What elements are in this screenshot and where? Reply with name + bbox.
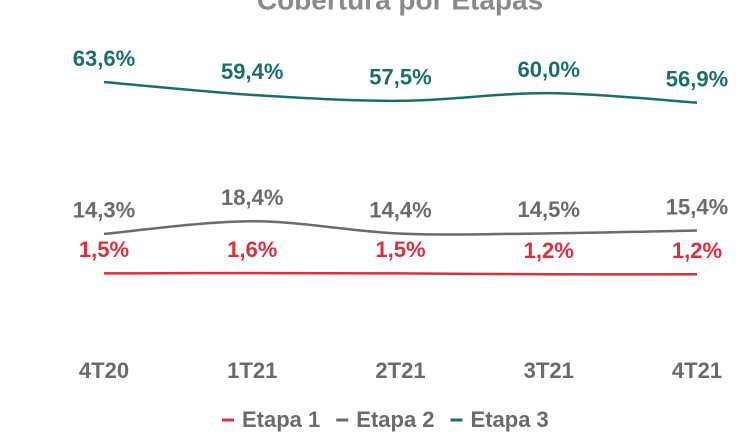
data-label: 56,9%: [666, 66, 728, 91]
data-label: 14,4%: [369, 197, 431, 222]
data-label: 1,5%: [375, 237, 425, 262]
data-label: 1,6%: [227, 237, 277, 262]
series-line: [103, 271, 698, 276]
data-label: 1,5%: [79, 237, 129, 262]
legend-label: Etapa 1: [242, 407, 320, 432]
series-line: [103, 220, 698, 236]
data-label: 18,4%: [221, 185, 283, 210]
chart-title: Cobertura por Etapas: [257, 0, 543, 15]
x-tick-label: 4T20: [79, 358, 129, 383]
x-tick-label: 2T21: [375, 358, 425, 383]
x-tick-label: 3T21: [524, 358, 574, 383]
data-label: 60,0%: [518, 57, 580, 82]
x-tick-label: 1T21: [227, 358, 277, 383]
series-line: [103, 80, 698, 104]
data-label: 59,4%: [221, 59, 283, 84]
data-label: 1,2%: [524, 238, 574, 263]
data-label: 14,3%: [73, 198, 135, 223]
data-label: 57,5%: [369, 65, 431, 90]
data-label: 1,2%: [672, 238, 722, 263]
x-tick-label: 4T21: [672, 358, 722, 383]
data-label: 14,5%: [518, 197, 580, 222]
legend-label: Etapa 2: [356, 407, 434, 432]
data-label: 15,4%: [666, 194, 728, 219]
data-label: 63,6%: [73, 46, 135, 71]
legend-label: Etapa 3: [471, 407, 549, 432]
